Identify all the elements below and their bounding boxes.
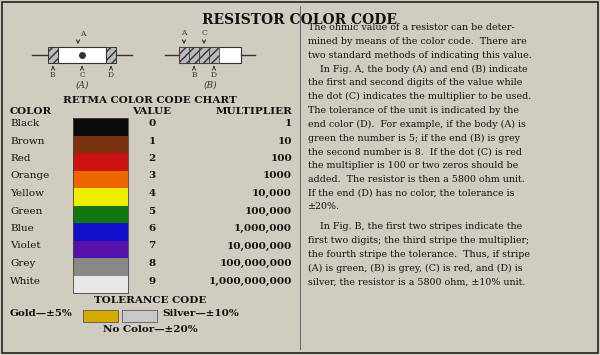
Text: Brown: Brown: [10, 137, 44, 146]
Text: ±20%.: ±20%.: [308, 202, 340, 211]
Text: TOLERANCE CODE: TOLERANCE CODE: [94, 296, 206, 305]
Text: Gold—±5%: Gold—±5%: [10, 309, 73, 318]
Text: The ohmic value of a resistor can be deter-: The ohmic value of a resistor can be det…: [308, 23, 515, 32]
Text: C: C: [201, 29, 207, 37]
Text: 4: 4: [148, 189, 155, 198]
Text: 5: 5: [148, 207, 155, 215]
Text: silver, the resistor is a 5800 ohm, ±10% unit.: silver, the resistor is a 5800 ohm, ±10%…: [308, 277, 526, 286]
Bar: [73, 258, 128, 275]
Text: 10,000: 10,000: [252, 189, 292, 198]
Text: added.  The resistor is then a 5800 ohm unit.: added. The resistor is then a 5800 ohm u…: [308, 175, 525, 184]
Text: In Fig. A, the body (A) and end (B) indicate: In Fig. A, the body (A) and end (B) indi…: [308, 64, 527, 73]
Bar: [106, 47, 116, 63]
Text: 100,000,000: 100,000,000: [220, 259, 292, 268]
Bar: [73, 223, 128, 240]
Text: White: White: [10, 277, 41, 285]
Text: 0: 0: [148, 119, 155, 128]
Text: A: A: [181, 29, 187, 37]
Text: the dot (C) indicates the multiplier to be used.: the dot (C) indicates the multiplier to …: [308, 92, 531, 101]
Text: B: B: [49, 71, 55, 79]
Text: A: A: [80, 30, 86, 38]
Text: mined by means of the color code.  There are: mined by means of the color code. There …: [308, 37, 527, 46]
Text: 1000: 1000: [263, 171, 292, 180]
Bar: [179, 47, 189, 63]
Text: D: D: [108, 71, 114, 79]
Text: 3: 3: [148, 171, 155, 180]
Text: green the number is 5; if the end (B) is grey: green the number is 5; if the end (B) is…: [308, 133, 520, 142]
Text: 2: 2: [148, 154, 155, 163]
Bar: [83, 310, 118, 322]
Text: 1,000,000: 1,000,000: [234, 224, 292, 233]
Text: Black: Black: [10, 119, 39, 128]
Text: Orange: Orange: [10, 171, 49, 180]
Text: 1: 1: [148, 137, 155, 146]
Text: In Fig. B, the first two stripes indicate the: In Fig. B, the first two stripes indicat…: [308, 222, 522, 231]
Text: (A): (A): [75, 81, 89, 90]
Text: Red: Red: [10, 154, 31, 163]
Bar: [209, 47, 219, 63]
Text: If the end (D) has no color, the tolerance is: If the end (D) has no color, the toleran…: [308, 189, 515, 198]
Bar: [73, 118, 128, 136]
Text: 6: 6: [148, 224, 155, 233]
Text: (A) is green, (B) is grey, (C) is red, and (D) is: (A) is green, (B) is grey, (C) is red, a…: [308, 264, 523, 273]
Text: Blue: Blue: [10, 224, 34, 233]
Bar: [48, 47, 58, 63]
Bar: [73, 240, 128, 258]
Text: B: B: [191, 71, 197, 79]
Text: two standard methods of indicating this value.: two standard methods of indicating this …: [308, 51, 532, 60]
Text: 1,000,000,000: 1,000,000,000: [209, 277, 292, 285]
Text: MULTIPLIER: MULTIPLIER: [215, 107, 292, 116]
Text: 1: 1: [285, 119, 292, 128]
Bar: [189, 47, 199, 63]
Text: 9: 9: [148, 277, 155, 285]
Text: The tolerance of the unit is indicated by the: The tolerance of the unit is indicated b…: [308, 106, 519, 115]
Bar: [58, 47, 106, 63]
Text: VALUE: VALUE: [133, 107, 172, 116]
Text: Yellow: Yellow: [10, 189, 44, 198]
Text: C: C: [79, 71, 85, 79]
Text: Grey: Grey: [10, 259, 35, 268]
Text: No Color—±20%: No Color—±20%: [103, 325, 197, 334]
Text: 100: 100: [270, 154, 292, 163]
Text: D: D: [211, 71, 217, 79]
Text: (B): (B): [203, 81, 217, 90]
Bar: [73, 170, 128, 188]
Text: 8: 8: [148, 259, 155, 268]
Bar: [199, 47, 209, 63]
Bar: [73, 118, 128, 293]
Text: 10: 10: [277, 137, 292, 146]
Text: end color (D).  For example, if the body (A) is: end color (D). For example, if the body …: [308, 120, 526, 129]
Text: 100,000: 100,000: [245, 207, 292, 215]
Text: the second number is 8.  If the dot (C) is red: the second number is 8. If the dot (C) i…: [308, 147, 522, 156]
Bar: [73, 188, 128, 206]
Text: RETMA COLOR CODE CHART: RETMA COLOR CODE CHART: [63, 96, 237, 105]
Bar: [73, 275, 128, 293]
Text: Silver—±10%: Silver—±10%: [162, 309, 239, 318]
Text: the first and second digits of the value while: the first and second digits of the value…: [308, 78, 523, 87]
Text: RESISTOR COLOR CODE: RESISTOR COLOR CODE: [203, 13, 398, 27]
Bar: [122, 310, 157, 322]
Text: Green: Green: [10, 207, 43, 215]
Text: the multiplier is 100 or two zeros should be: the multiplier is 100 or two zeros shoul…: [308, 161, 518, 170]
Bar: [179, 47, 241, 63]
Text: Violet: Violet: [10, 241, 41, 251]
Text: 7: 7: [148, 241, 155, 251]
Text: COLOR: COLOR: [10, 107, 52, 116]
Bar: [73, 153, 128, 170]
Text: first two digits; the third stripe the multiplier;: first two digits; the third stripe the m…: [308, 236, 529, 245]
Text: 10,000,000: 10,000,000: [227, 241, 292, 251]
Bar: [73, 136, 128, 153]
Bar: [73, 206, 128, 223]
Text: the fourth stripe the tolerance.  Thus, if stripe: the fourth stripe the tolerance. Thus, i…: [308, 250, 530, 259]
